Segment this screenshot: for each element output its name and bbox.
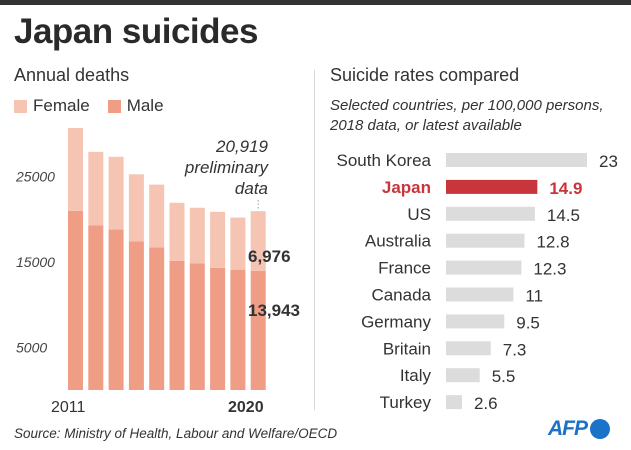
rate-bar <box>446 206 535 221</box>
rate-bar <box>446 341 491 356</box>
bar-male <box>108 229 124 390</box>
afp-logo-text: AFP <box>548 417 588 440</box>
annotation-line: preliminary <box>184 158 270 177</box>
bar-male <box>88 225 104 390</box>
x-tick-label-2011: 2011 <box>51 399 86 416</box>
bar-male <box>169 260 185 390</box>
bar-female <box>88 151 104 226</box>
bar-female <box>230 217 246 270</box>
rate-value-label: 12.3 <box>533 260 566 279</box>
bar-female <box>250 211 266 271</box>
legend-male-swatch <box>107 99 121 113</box>
bar-female <box>108 156 124 230</box>
legend: Female Male <box>14 96 182 116</box>
y-tick-label: 5000 <box>16 339 47 355</box>
y-tick-label: 15000 <box>16 254 55 270</box>
bar-male <box>230 269 246 390</box>
rate-value-label: 2.6 <box>474 394 498 413</box>
y-tick-label: 25000 <box>15 168 55 184</box>
rate-value-label: 14.9 <box>549 179 582 198</box>
country-label: Germany <box>361 312 431 331</box>
rate-value-label: 14.5 <box>547 206 580 225</box>
bar-male <box>68 210 83 390</box>
rate-bar <box>446 153 587 167</box>
bar-female <box>149 184 165 248</box>
legend-male-label: Male <box>126 96 164 115</box>
rate-bar <box>446 368 480 383</box>
legend-female: Female <box>14 96 90 116</box>
rate-value-label: 7.3 <box>503 340 527 359</box>
country-label: Britain <box>383 339 431 358</box>
afp-logo-dot <box>590 419 610 439</box>
bar-female <box>68 127 83 211</box>
x-tick-label-2020: 2020 <box>228 399 264 416</box>
right-note-line-2: 2018 data, or latest available <box>330 117 522 134</box>
country-label: Japan <box>382 178 431 197</box>
rate-bar <box>446 314 505 329</box>
rate-bar <box>446 179 538 194</box>
country-label: Italy <box>400 366 432 385</box>
bar-male <box>210 267 226 390</box>
rate-value-label: 23 <box>599 152 618 171</box>
legend-female-label: Female <box>33 96 90 115</box>
bar-male <box>128 241 144 390</box>
rate-value-label: 9.5 <box>516 313 540 332</box>
rate-bar <box>446 287 514 302</box>
bar-female <box>128 174 144 242</box>
country-label: US <box>407 205 431 224</box>
legend-male: Male <box>107 96 164 116</box>
bar-male <box>189 263 205 390</box>
rate-value-label: 11 <box>525 287 543 306</box>
afp-logo: AFP <box>548 417 610 441</box>
right-note-line-1: Selected countries, per 100,000 persons, <box>330 97 604 114</box>
country-label: Turkey <box>380 393 432 412</box>
bar-female <box>210 211 226 268</box>
country-label: Australia <box>365 232 432 251</box>
rate-bar <box>446 395 462 410</box>
chart-title: Japan suicides <box>14 12 258 51</box>
right-subtitle: Suicide rates compared <box>330 65 520 85</box>
bar-female <box>189 207 205 264</box>
rate-bar <box>446 260 522 275</box>
annotation-line: data <box>235 179 268 198</box>
country-label: Canada <box>371 286 431 305</box>
panel-divider <box>314 70 315 410</box>
country-label: South Korea <box>336 151 431 170</box>
source-note: Source: Ministry of Health, Labour and W… <box>14 426 338 441</box>
rate-value-label: 5.5 <box>492 367 516 386</box>
country-label: France <box>378 259 431 278</box>
right-note: Selected countries, per 100,000 persons,… <box>330 96 604 136</box>
data-label-male-2020: 13,943 <box>248 301 300 320</box>
bar-male <box>250 270 266 390</box>
left-subtitle: Annual deaths <box>14 65 130 85</box>
legend-female-swatch <box>14 99 27 113</box>
rate-value-label: 12.8 <box>536 233 569 252</box>
data-label-female-2020: 6,976 <box>248 247 291 266</box>
bar-male <box>149 247 165 390</box>
annotation-line: 20,919 <box>215 137 269 156</box>
top-rule <box>0 0 631 5</box>
bar-female <box>169 202 185 261</box>
rate-bar <box>446 233 525 248</box>
